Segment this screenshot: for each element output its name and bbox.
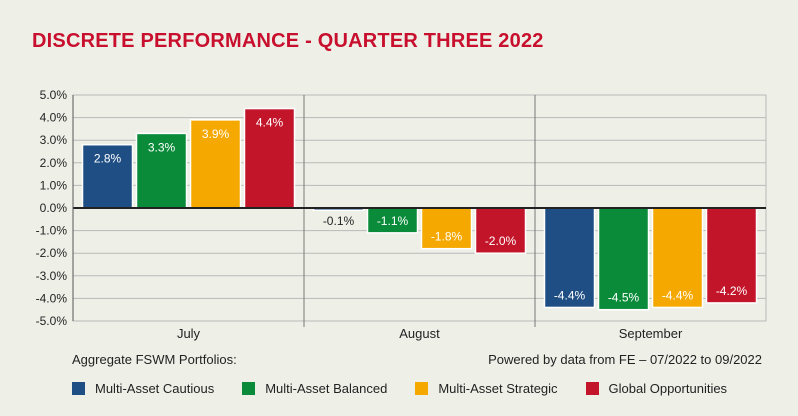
y-tick-label: 3.0% [40, 133, 68, 147]
data-label: -1.1% [377, 214, 409, 228]
data-label: 3.3% [148, 140, 176, 154]
bar-cautious [81, 143, 134, 209]
y-tick-label: 4.0% [40, 111, 68, 125]
y-tick-label: 5.0% [40, 88, 68, 102]
y-tick-label: 1.0% [40, 178, 68, 192]
bar-strategic [189, 119, 242, 209]
y-tick-label: -2.0% [36, 246, 68, 260]
bar-global [474, 207, 527, 254]
data-label: -4.5% [608, 291, 640, 305]
legend-item-balanced: Multi-Asset Balanced [242, 381, 387, 396]
chart-legend: Multi-Asset Cautious Multi-Asset Balance… [72, 381, 727, 396]
legend-label-balanced: Multi-Asset Balanced [265, 381, 388, 396]
y-tick-label: 2.0% [40, 156, 68, 170]
x-tick-label: July [177, 326, 201, 341]
legend-label-strategic: Multi-Asset Strategic [438, 381, 558, 396]
y-tick-label: -5.0% [36, 314, 68, 328]
bar-balanced [135, 132, 188, 209]
data-label: -0.1% [323, 214, 355, 228]
legend-swatch-global [585, 382, 599, 395]
data-source-note: Powered by data from FE – 07/2022 to 09/… [488, 352, 762, 367]
data-label: 4.4% [256, 116, 284, 130]
x-tick-label: August [399, 326, 440, 341]
data-label: -2.0% [485, 234, 517, 248]
y-tick-label: -3.0% [36, 269, 68, 283]
legend-item-cautious: Multi-Asset Cautious [72, 381, 214, 396]
x-tick-label: September [619, 326, 683, 341]
legend-item-strategic: Multi-Asset Strategic [415, 381, 558, 396]
data-label: -4.4% [662, 288, 694, 302]
bar-cautious [543, 207, 596, 309]
legend-label-cautious: Multi-Asset Cautious [95, 381, 215, 396]
y-tick-label: -4.0% [36, 291, 68, 305]
legend-swatch-strategic [415, 382, 429, 395]
chart-title: DISCRETE PERFORMANCE - QUARTER THREE 202… [32, 30, 544, 52]
bar-global [705, 207, 758, 304]
bar-global [243, 107, 296, 209]
data-label: -4.4% [554, 288, 586, 302]
y-tick-label: 0.0% [40, 201, 68, 215]
legend-swatch-cautious [72, 382, 85, 395]
data-label: -4.2% [716, 284, 748, 298]
data-label: 2.8% [94, 152, 122, 166]
legend-item-global: Global Opportunities [585, 381, 728, 396]
data-label: 3.9% [202, 127, 230, 141]
legend-swatch-balanced [242, 382, 256, 395]
bar-strategic [420, 207, 473, 250]
bar-balanced [597, 207, 650, 311]
legend-label-global: Global Opportunities [608, 381, 728, 396]
data-label: -1.8% [431, 230, 463, 244]
portfolios-label: Aggregate FSWM Portfolios: [72, 352, 237, 367]
y-tick-label: -1.0% [36, 224, 68, 238]
bar-strategic [651, 207, 704, 309]
